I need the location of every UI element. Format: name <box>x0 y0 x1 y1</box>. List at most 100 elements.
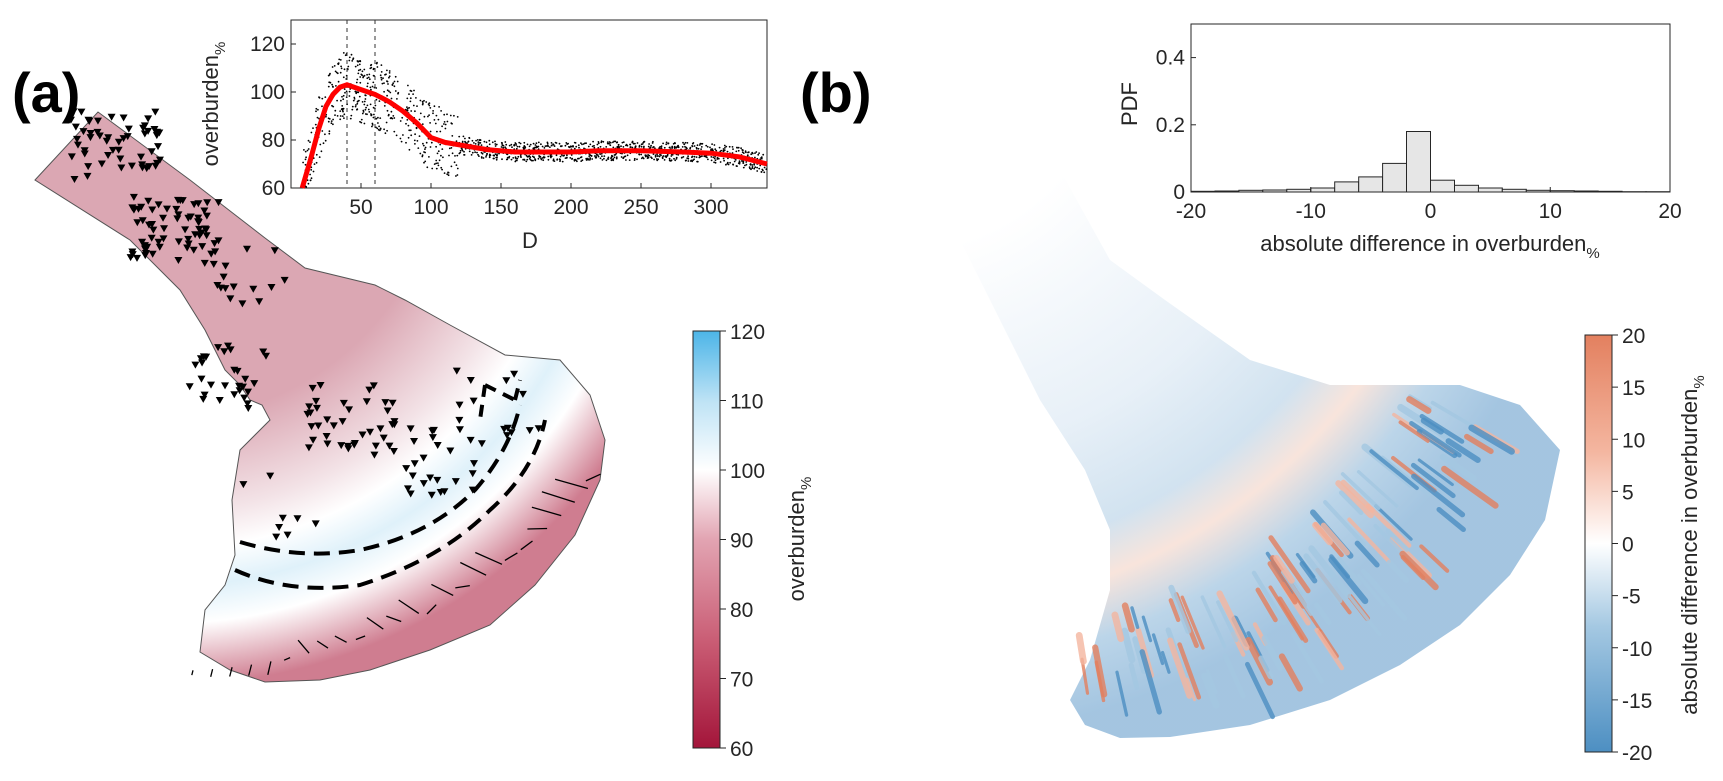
scatter-point <box>495 156 498 159</box>
difference-streak <box>1168 584 1192 634</box>
scatter-point <box>624 155 627 158</box>
station-marker <box>202 212 211 220</box>
scatter-point <box>369 67 372 70</box>
inset-b-x-label: absolute difference in overburden% <box>1260 231 1600 262</box>
scatter-point <box>375 87 378 89</box>
scatter-point <box>312 127 314 129</box>
scatter-point <box>315 153 318 156</box>
scatter-point <box>534 158 537 161</box>
difference-streak <box>1273 554 1295 584</box>
scatter-point <box>375 117 378 120</box>
scatter-point <box>722 157 725 160</box>
scatter-point <box>341 107 344 110</box>
scatter-point <box>726 150 729 153</box>
y-tick-label: 0 <box>1173 181 1185 204</box>
difference-streak <box>1409 421 1462 458</box>
scatter-point <box>640 153 643 156</box>
station-marker <box>174 238 183 246</box>
scatter-point <box>327 120 330 123</box>
scatter-point <box>455 175 457 177</box>
scatter-point <box>348 56 351 59</box>
scatter-point <box>421 100 424 103</box>
drainage-channel <box>248 664 253 676</box>
scatter-point <box>366 82 369 85</box>
station-marker <box>114 138 123 146</box>
scatter-point <box>652 140 654 143</box>
scatter-point <box>348 95 351 97</box>
scatter-point <box>553 160 556 163</box>
scatter-point <box>742 166 745 169</box>
scatter-point <box>570 145 573 148</box>
scatter-point <box>419 152 422 155</box>
scatter-point <box>416 105 418 107</box>
scatter-point <box>643 140 645 143</box>
scatter-point <box>698 156 701 159</box>
scatter-point <box>749 163 752 165</box>
scatter-point <box>361 70 364 73</box>
scatter-point <box>605 146 608 148</box>
scatter-point <box>325 115 327 118</box>
scatter-point <box>441 148 444 151</box>
scatter-point <box>563 154 565 157</box>
scatter-point <box>540 158 543 161</box>
scatter-point <box>334 109 337 112</box>
scatter-point <box>532 142 535 145</box>
scatter-point <box>488 139 491 142</box>
scatter-point <box>528 157 531 160</box>
scatter-point <box>321 97 324 100</box>
scatter-point <box>444 123 447 126</box>
scatter-point <box>622 146 625 148</box>
scatter-point <box>578 146 580 149</box>
scatter-point <box>494 140 496 143</box>
scatter-point <box>544 145 547 148</box>
scatter-point <box>358 95 361 98</box>
scatter-point <box>384 132 387 135</box>
scatter-point <box>751 152 754 155</box>
scatter-point <box>388 70 391 72</box>
x-tick-label: 300 <box>693 196 728 219</box>
scatter-point <box>691 142 694 145</box>
scatter-point <box>428 114 430 116</box>
scatter-point <box>331 66 334 68</box>
scatter-point <box>366 77 369 80</box>
station-marker <box>389 447 398 455</box>
station-marker <box>154 201 163 209</box>
station-marker <box>200 391 209 399</box>
station-marker <box>124 125 133 133</box>
scatter-point <box>468 150 471 153</box>
scatter-point <box>477 143 480 145</box>
scatter-point <box>684 159 687 162</box>
scatter-point <box>601 159 604 161</box>
scatter-point <box>647 156 650 159</box>
station-marker <box>243 400 252 408</box>
difference-streak <box>1338 490 1364 516</box>
scatter-point <box>362 109 365 112</box>
scatter-point <box>328 130 331 133</box>
scatter-point <box>415 97 417 99</box>
scatter-point <box>394 75 397 78</box>
scatter-point <box>459 149 462 152</box>
scatter-point <box>741 160 743 162</box>
scatter-point <box>714 159 717 162</box>
scatter-point <box>549 146 551 149</box>
scatter-point <box>342 76 345 79</box>
scatter-point <box>443 113 446 116</box>
scatter-point <box>443 121 446 123</box>
scatter-point <box>669 146 671 149</box>
scatter-point <box>471 151 474 154</box>
difference-streak <box>1216 600 1239 643</box>
scatter-point <box>332 118 334 121</box>
scatter-point <box>379 117 382 119</box>
scatter-point <box>319 143 322 146</box>
scatter-point <box>375 98 378 101</box>
station-marker <box>159 214 168 222</box>
scatter-point <box>376 66 379 68</box>
scatter-point <box>443 123 445 125</box>
scatter-point <box>455 164 458 167</box>
scatter-point <box>436 130 438 133</box>
scatter-point <box>427 115 429 118</box>
station-marker <box>249 285 258 293</box>
station-marker <box>126 254 135 262</box>
difference-streak <box>1151 633 1165 666</box>
scatter-point <box>714 148 717 151</box>
